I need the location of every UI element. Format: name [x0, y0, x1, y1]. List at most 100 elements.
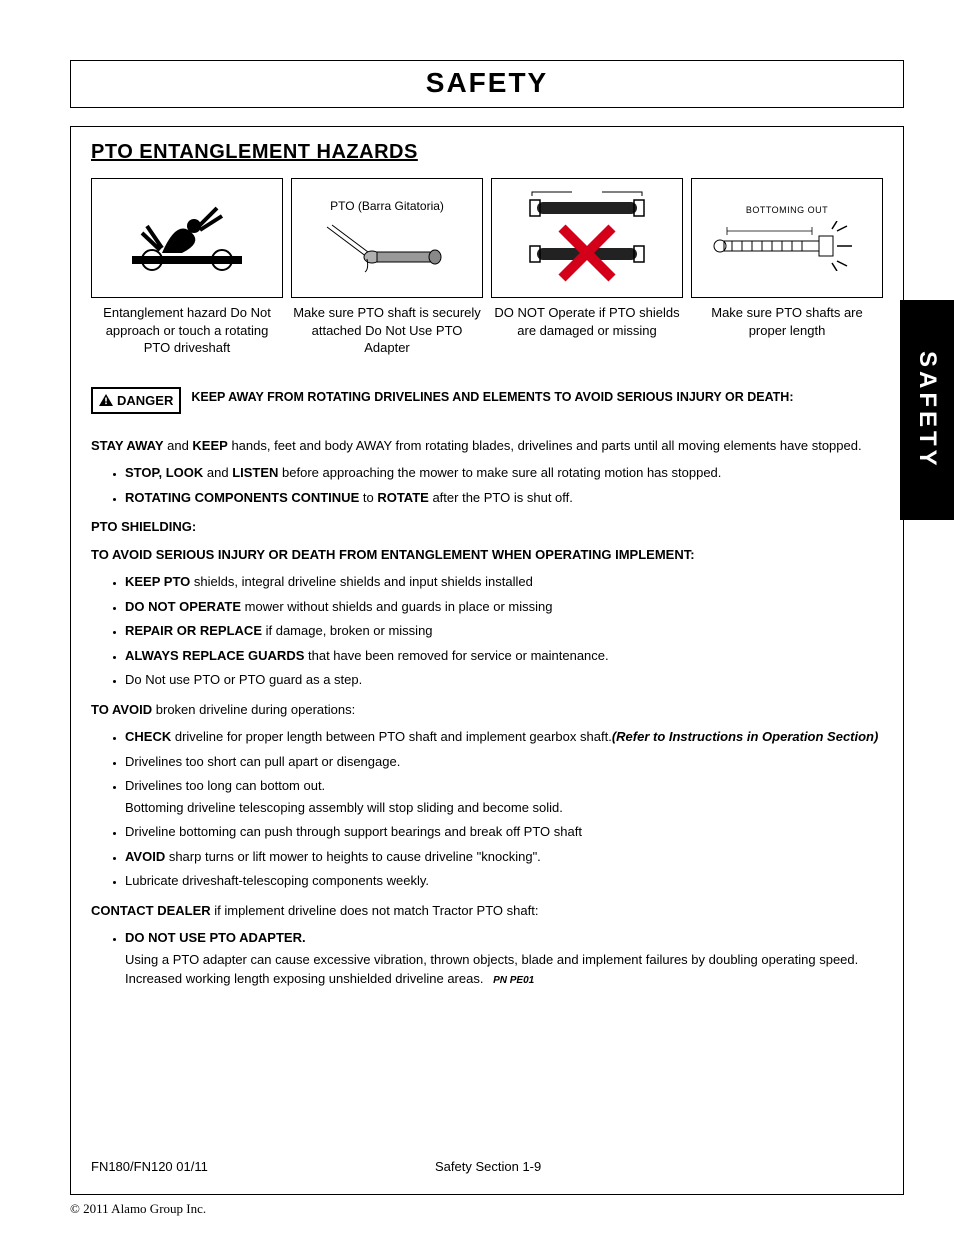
content-box: PTO ENTANGLEMENT HAZARDS Entangleme: [70, 126, 904, 1195]
text: Do Not use PTO or PTO guard as a step.: [125, 672, 362, 687]
text: and: [203, 465, 232, 480]
list-item: AVOID sharp turns or lift mower to heigh…: [125, 847, 883, 867]
text: hands, feet and body AWAY from rotating …: [228, 438, 862, 453]
bold-text: CHECK: [125, 729, 171, 744]
bold-text: TO AVOID SERIOUS INJURY OR DEATH FROM EN…: [91, 547, 695, 562]
text: mower without shields and guards in plac…: [241, 599, 552, 614]
text: driveline for proper length between PTO …: [171, 729, 612, 744]
page-title: SAFETY: [71, 67, 903, 99]
hazard-caption: DO NOT Operate if PTO shields are damage…: [491, 298, 683, 339]
text: shields, integral driveline shields and …: [190, 574, 533, 589]
list-item: CHECK driveline for proper length betwee…: [125, 727, 883, 747]
danger-badge: DANGER: [91, 387, 181, 414]
side-tab: SAFETY: [900, 300, 954, 520]
entanglement-icon: [122, 198, 252, 278]
hazard-image-entanglement: [91, 178, 283, 298]
warning-triangle-icon: [99, 394, 113, 406]
pto-shaft-icon: [317, 217, 457, 277]
hazard-caption: Make sure PTO shafts are proper length: [691, 298, 883, 339]
bullet-list: DO NOT USE PTO ADAPTER. Using a PTO adap…: [91, 928, 883, 989]
text: before approaching the mower to make sur…: [278, 465, 721, 480]
hazard-cell: PTO (Barra Gitatoria) Make sure PTO shaf…: [291, 178, 483, 357]
text: Lubricate driveshaft-telescoping compone…: [125, 873, 429, 888]
danger-row: DANGER KEEP AWAY FROM ROTATING DRIVELINE…: [91, 387, 883, 414]
text: and: [164, 438, 193, 453]
hazard-image-label: BOTTOMING OUT: [746, 205, 828, 215]
part-number: PN PE01: [493, 975, 534, 986]
list-item: REPAIR OR REPLACE if damage, broken or m…: [125, 621, 883, 641]
hazard-table: Entanglement hazard Do Not approach or t…: [91, 178, 883, 357]
bold-text: ROTATING COMPONENTS CONTINUE: [125, 490, 359, 505]
bold-text: DO NOT USE PTO ADAPTER.: [125, 930, 306, 945]
list-item: KEEP PTO shields, integral driveline shi…: [125, 572, 883, 592]
bold-text: KEEP PTO: [125, 574, 190, 589]
bold-text: CONTACT DEALER: [91, 903, 211, 918]
list-item: ALWAYS REPLACE GUARDS that have been rem…: [125, 646, 883, 666]
bold-text: DO NOT OPERATE: [125, 599, 241, 614]
list-item: Driveline bottoming can push through sup…: [125, 822, 883, 842]
bold-text: REPAIR OR REPLACE: [125, 623, 262, 638]
list-item: DO NOT OPERATE mower without shields and…: [125, 597, 883, 617]
hazard-image-bottoming: BOTTOMING OUT: [691, 178, 883, 298]
shield-missing-icon: [512, 188, 662, 288]
hazard-caption: Make sure PTO shaft is securely attached…: [291, 298, 483, 357]
paragraph: TO AVOID broken driveline during operati…: [91, 700, 883, 720]
text: if implement driveline does not match Tr…: [211, 903, 539, 918]
bottoming-icon: [712, 221, 862, 271]
list-item: Drivelines too short can pull apart or d…: [125, 752, 883, 772]
section-title: PTO ENTANGLEMENT HAZARDS: [91, 141, 883, 164]
text: Drivelines too long can bottom out.: [125, 778, 325, 793]
footer-spacer: [659, 1159, 883, 1174]
text: Drivelines too short can pull apart or d…: [125, 754, 400, 769]
list-item: Lubricate driveshaft-telescoping compone…: [125, 871, 883, 891]
bullet-list: STOP, LOOK and LISTEN before approaching…: [91, 463, 883, 507]
body-text: STAY AWAY and KEEP hands, feet and body …: [91, 436, 883, 989]
bold-text: STOP, LOOK: [125, 465, 203, 480]
hazard-image-pto-attached: PTO (Barra Gitatoria): [291, 178, 483, 298]
bold-text: ALWAYS REPLACE GUARDS: [125, 648, 304, 663]
bullet-list: CHECK driveline for proper length betwee…: [91, 727, 883, 891]
paragraph: STAY AWAY and KEEP hands, feet and body …: [91, 436, 883, 456]
text: sharp turns or lift mower to heights to …: [165, 849, 541, 864]
footer-section: Safety Section 1-9: [315, 1159, 659, 1174]
list-item: ROTATING COMPONENTS CONTINUE to ROTATE a…: [125, 488, 883, 508]
paragraph: CONTACT DEALER if implement driveline do…: [91, 901, 883, 921]
text: broken driveline during operations:: [152, 702, 355, 717]
subheading: PTO SHIELDING:: [91, 517, 883, 537]
bold-text: KEEP: [192, 438, 227, 453]
list-item: STOP, LOOK and LISTEN before approaching…: [125, 463, 883, 483]
hazard-cell: Entanglement hazard Do Not approach or t…: [91, 178, 283, 357]
sub-note: Using a PTO adapter can cause excessive …: [125, 950, 883, 989]
text: that have been removed for service or ma…: [304, 648, 608, 663]
bold-text: AVOID: [125, 849, 165, 864]
hazard-cell: DO NOT Operate if PTO shields are damage…: [491, 178, 683, 357]
copyright: © 2011 Alamo Group Inc.: [70, 1201, 904, 1217]
bold-text: TO AVOID: [91, 702, 152, 717]
sub-note: Bottoming driveline telescoping assembly…: [125, 798, 883, 818]
text: Using a PTO adapter can cause excessive …: [125, 952, 858, 987]
footer-row: FN180/FN120 01/11 Safety Section 1-9: [91, 999, 883, 1174]
text: after the PTO is shut off.: [429, 490, 573, 505]
bold-text: STAY AWAY: [91, 438, 164, 453]
bold-text: ROTATE: [377, 490, 429, 505]
bold-text: LISTEN: [232, 465, 278, 480]
italic-reference: (Refer to Instructions in Operation Sect…: [612, 729, 879, 744]
bold-text: PTO SHIELDING:: [91, 519, 196, 534]
danger-heading-text: KEEP AWAY FROM ROTATING DRIVELINES AND E…: [191, 387, 793, 407]
danger-badge-text: DANGER: [117, 393, 173, 408]
side-tab-label: SAFETY: [913, 351, 941, 470]
subheading: TO AVOID SERIOUS INJURY OR DEATH FROM EN…: [91, 545, 883, 565]
text: to: [359, 490, 377, 505]
page: SAFETY PTO ENTANGLEMENT HAZARDS: [0, 0, 954, 1235]
footer-model-date: FN180/FN120 01/11: [91, 1159, 315, 1174]
hazard-caption: Entanglement hazard Do Not approach or t…: [91, 298, 283, 357]
text: Driveline bottoming can push through sup…: [125, 824, 582, 839]
hazard-cell: BOTTOMING OUT: [691, 178, 883, 357]
hazard-image-label: PTO (Barra Gitatoria): [330, 199, 444, 213]
list-item: Drivelines too long can bottom out. Botto…: [125, 776, 883, 817]
bullet-list: KEEP PTO shields, integral driveline shi…: [91, 572, 883, 690]
list-item: Do Not use PTO or PTO guard as a step.: [125, 670, 883, 690]
text: if damage, broken or missing: [262, 623, 433, 638]
hazard-image-shields-missing: [491, 178, 683, 298]
title-box: SAFETY: [70, 60, 904, 108]
